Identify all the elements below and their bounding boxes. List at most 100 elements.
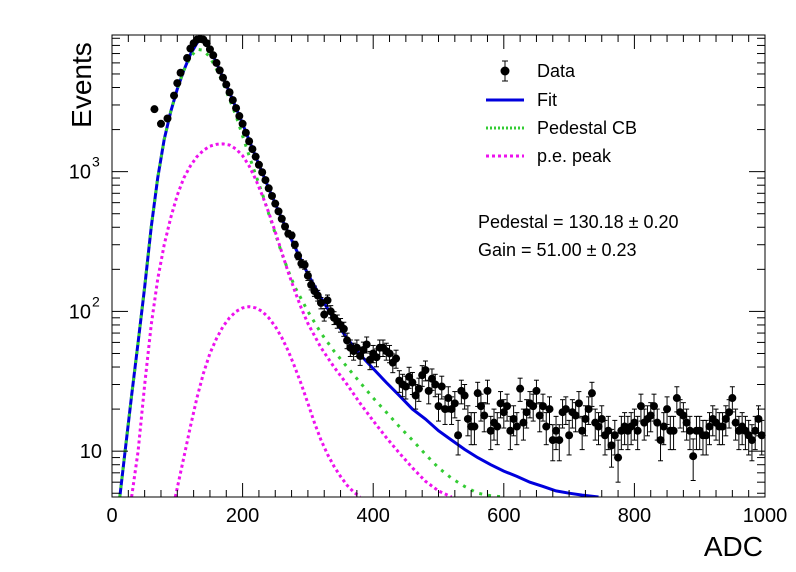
data-marker [212,58,221,67]
data-marker [303,271,312,280]
data-point [503,393,512,422]
data-marker [512,422,521,431]
data-marker [323,296,332,305]
data-point [163,114,172,123]
data-point [630,408,639,441]
data-marker [352,343,361,352]
data-marker [362,340,371,349]
data-point [267,191,276,200]
data-point [663,396,672,425]
data-marker [754,414,763,423]
data-marker [552,426,561,435]
data-point [506,415,515,451]
x-tick-label: 1000 [743,505,788,527]
data-marker [215,66,224,75]
y-axis-title: Events [66,42,97,128]
data-point [450,391,459,419]
data-marker [646,411,655,420]
data-point [300,260,309,270]
data-point [290,240,299,249]
data-marker [241,128,250,137]
data-point [633,415,642,451]
x-tick-label: 400 [357,505,390,527]
data-point [258,168,267,177]
data-point [584,396,593,425]
data-marker [238,119,247,128]
data-point [757,419,766,456]
data-marker [281,222,290,231]
data-point [303,270,312,281]
data-marker [473,389,482,398]
data-marker [209,51,218,60]
data-marker [173,79,182,88]
data-marker [424,386,433,395]
legend-data-label: Data [537,61,576,81]
data-marker [728,394,737,403]
data-point [150,105,159,114]
data-point [281,222,290,231]
data-marker [578,426,587,435]
data-marker [630,418,639,427]
data-marker [486,426,495,435]
data-marker [499,408,508,417]
data-point [205,45,214,54]
data-point [392,349,401,369]
data-marker [411,391,420,400]
data-marker [356,351,365,360]
data-marker [365,355,374,364]
data-marker [702,431,711,440]
data-point [470,412,479,446]
data-marker [522,408,531,417]
data-point [248,145,257,154]
x-axis-title: ADC [704,531,763,562]
data-marker [316,298,325,307]
data-marker [372,353,381,362]
legend-data-marker [500,66,510,76]
data-marker [245,137,254,146]
data-marker [150,105,159,114]
data-point [689,438,698,482]
data-point [277,214,286,223]
data-marker [300,260,309,269]
data-marker [385,349,394,358]
data-marker [235,112,244,121]
data-marker [287,231,296,240]
data-point [431,373,440,398]
data-marker [470,422,479,431]
data-point [558,399,567,429]
data-marker [565,431,574,440]
data-marker [584,405,593,414]
data-marker [431,380,440,389]
data-marker [574,399,583,408]
data-marker [493,422,502,431]
data-point [274,207,283,216]
data-marker [476,402,485,411]
data-marker [225,88,234,97]
data-marker [581,414,590,423]
data-marker [248,145,257,154]
data-marker [274,207,283,216]
data-marker [496,399,505,408]
pedestal-annotation: Pedestal = 130.18 ± 0.20 [478,212,679,232]
data-point [516,377,525,402]
data-marker [232,104,241,113]
data-point [434,393,443,422]
data-point [202,39,211,48]
series-pedestal-cb-line [118,47,504,497]
data-point [421,360,430,382]
data-marker [326,307,335,316]
data-point [587,381,596,407]
data-point [649,393,658,422]
data-marker [277,214,286,223]
data-marker [649,402,658,411]
data-marker [156,119,165,128]
data-marker [663,405,672,414]
data-marker [483,386,492,395]
data-marker [561,405,570,414]
data-point [287,231,296,240]
data-marker [258,168,267,177]
x-tick-label: 800 [618,505,651,527]
data-marker [685,426,694,435]
data-marker [441,405,450,414]
